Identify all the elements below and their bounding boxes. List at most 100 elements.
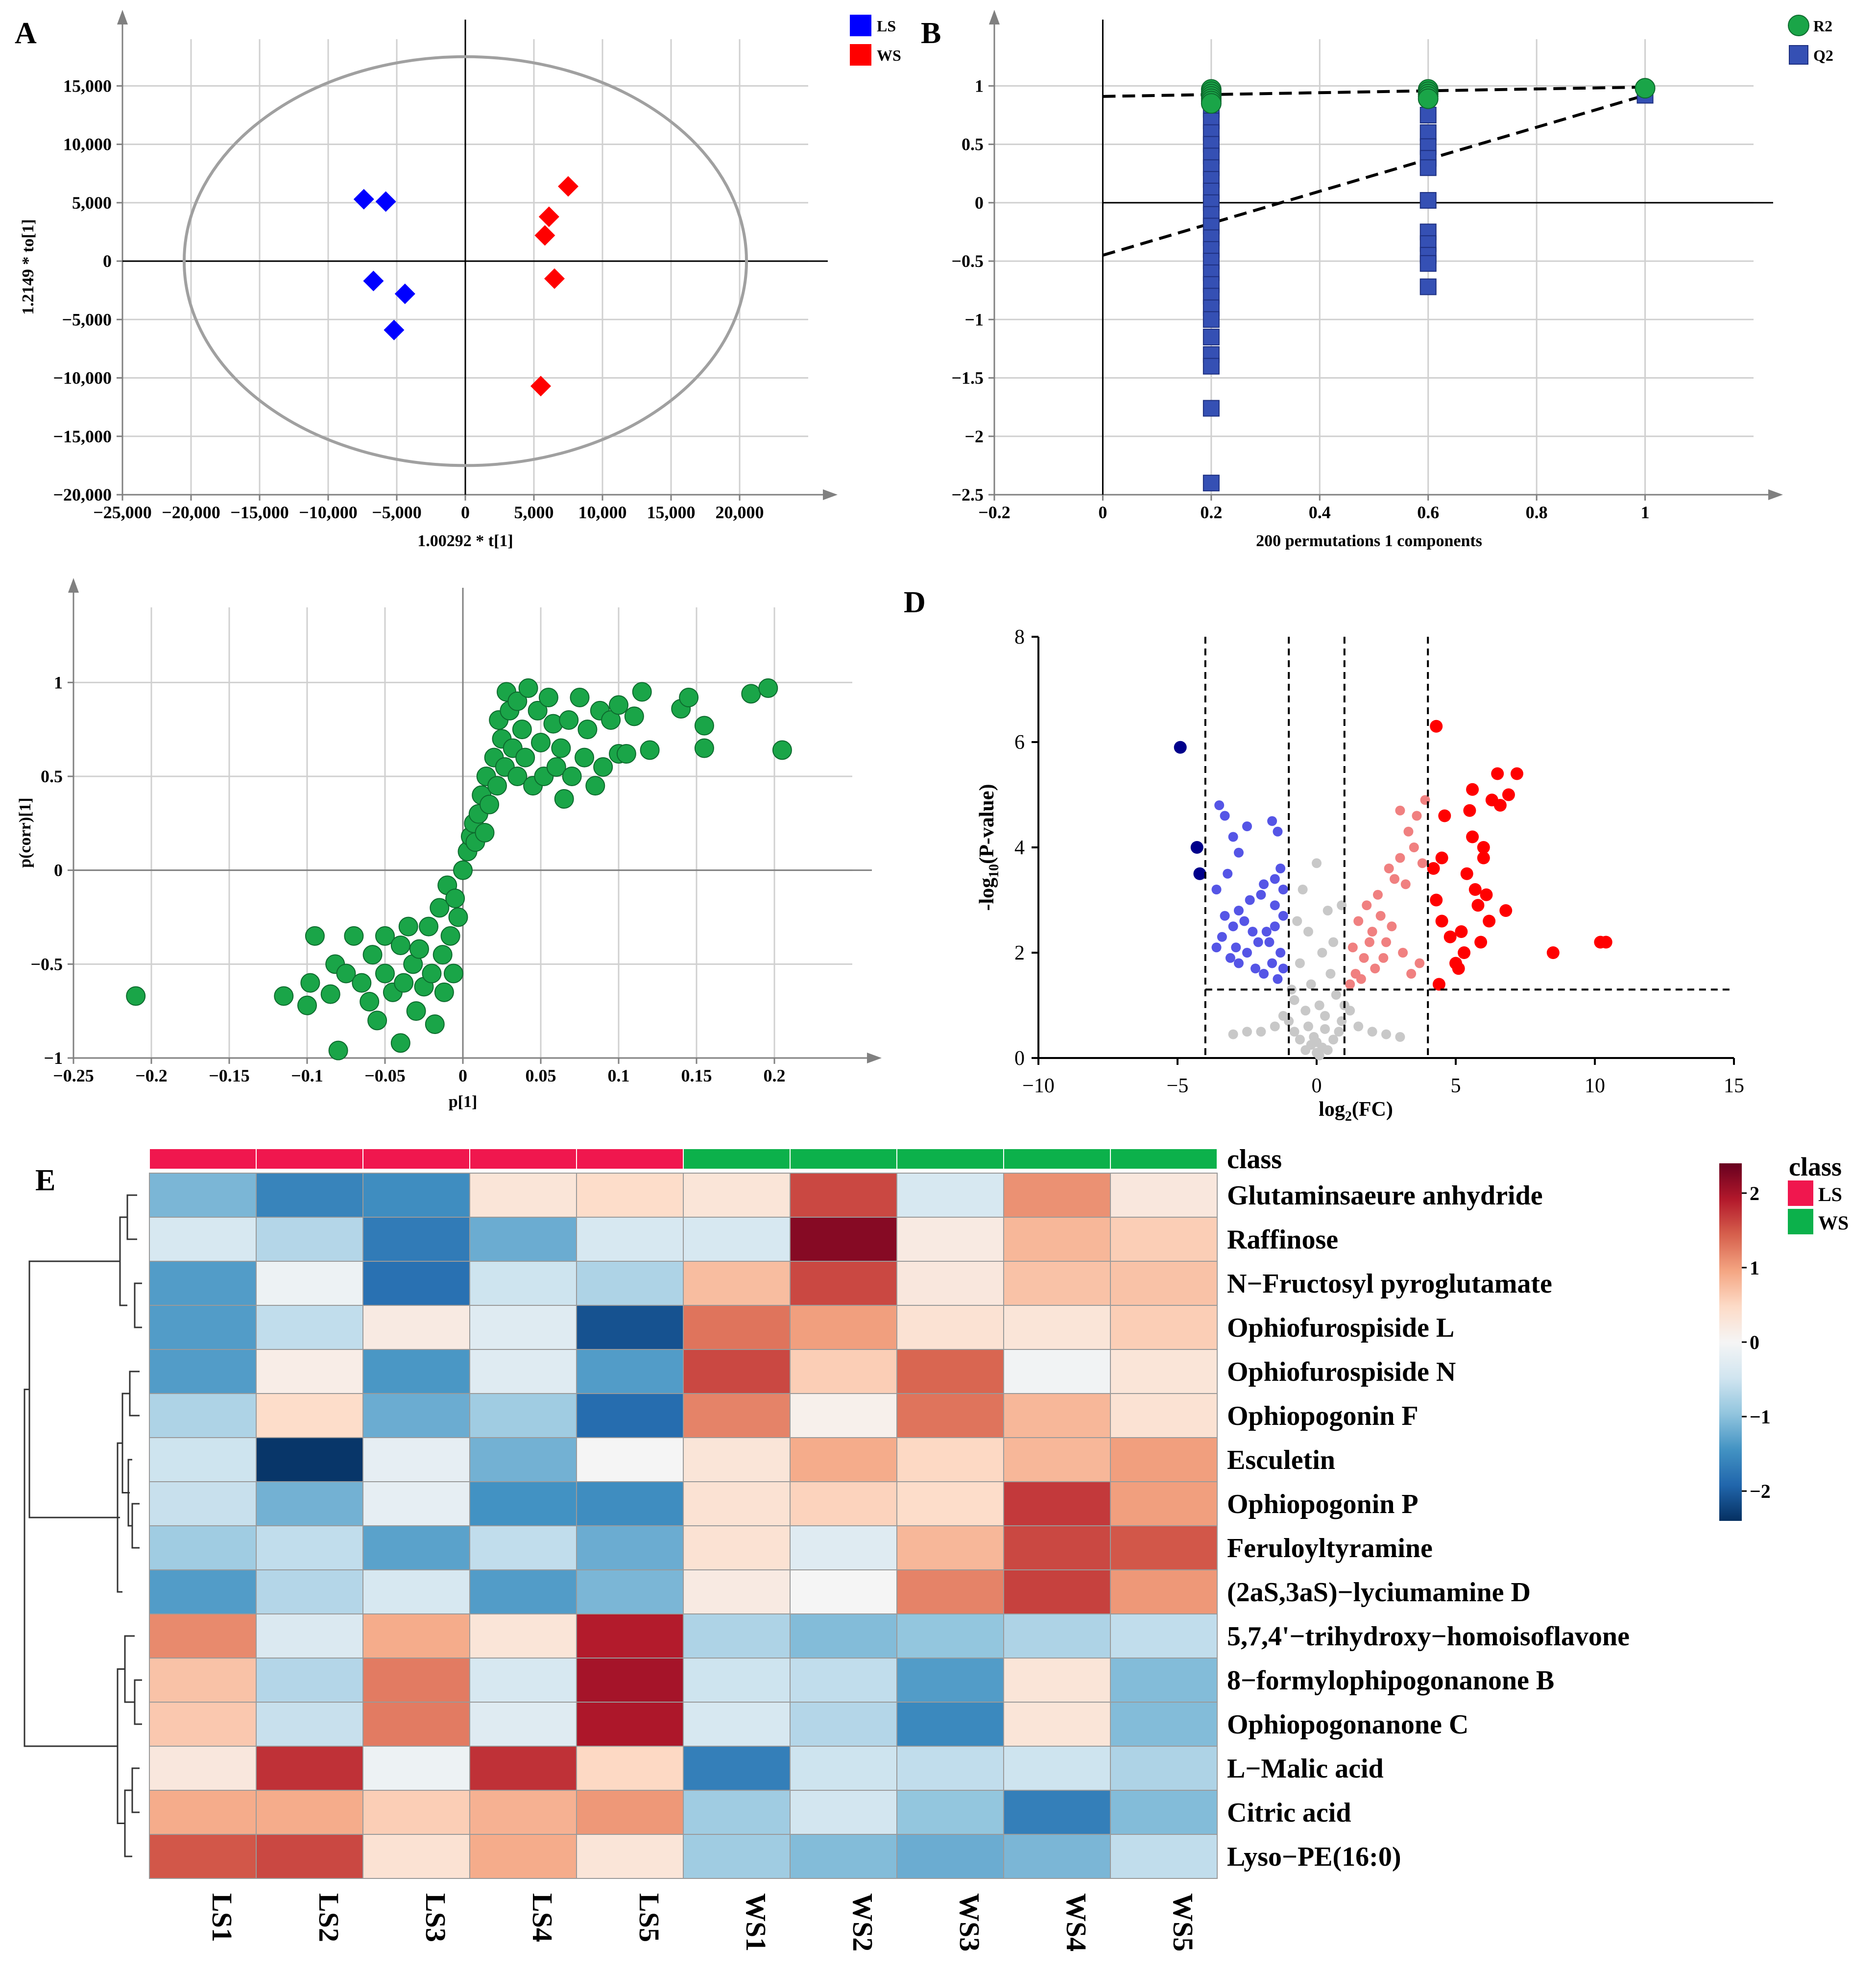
column-label: WS4 <box>1060 1893 1092 1951</box>
dendrogram-branch <box>134 1282 142 1328</box>
x-tick-label: 0.6 <box>1417 503 1439 522</box>
x-tick-label: 5 <box>1451 1075 1461 1097</box>
heatmap-cell <box>790 1217 897 1262</box>
s-plot: −0.25 −0.2 −0.15 −0.1 −0.05 0 0.05 0.1 0.15 0.2 −1… <box>16 578 882 1111</box>
heatmap-cell <box>362 1437 470 1482</box>
x-tick-label: −10 <box>1022 1075 1055 1097</box>
row-label: Ophiopogonanone C <box>1227 1709 1468 1740</box>
y-tick-label: −10,000 <box>53 368 112 388</box>
x-axis-label: 1.00292 * t[1] <box>417 532 513 550</box>
y-tick-label: 1 <box>975 76 984 96</box>
point-feature <box>453 860 473 880</box>
heatmap-cell <box>1110 1481 1218 1526</box>
point-down <box>1264 937 1275 947</box>
point-ls <box>353 189 374 210</box>
point-down <box>1248 927 1258 937</box>
point-ws <box>534 225 555 246</box>
point-up <box>1403 826 1414 837</box>
heatmap-cell <box>1110 1305 1218 1350</box>
point-feature <box>487 776 507 796</box>
scale-tick-label: 0 <box>1750 1331 1759 1353</box>
point-feature <box>758 678 778 698</box>
x-tick-label: 5,000 <box>514 503 554 522</box>
heatmap-cell <box>683 1702 791 1747</box>
point-feature <box>406 1001 426 1021</box>
point-up <box>1375 911 1386 921</box>
point-down <box>1231 942 1241 953</box>
heatmap-cell <box>683 1349 791 1394</box>
regression-line-q2 <box>1102 94 1646 257</box>
point-down <box>1275 948 1286 958</box>
point-strong-up <box>1458 946 1471 959</box>
y-tick-label: 4 <box>1014 837 1025 859</box>
heatmap-cell <box>362 1746 470 1791</box>
heatmap-cell <box>1003 1569 1111 1614</box>
heatmap-cell <box>149 1349 257 1394</box>
heatmap-cell <box>576 1481 684 1526</box>
x-tick-label: −0.2 <box>135 1066 168 1085</box>
heatmap-cell <box>790 1790 897 1835</box>
point-feature <box>336 963 356 984</box>
point-feature <box>616 744 636 764</box>
x-tick-label: 0 <box>461 503 470 522</box>
heatmap-cell <box>896 1481 1004 1526</box>
x-tick-label: 15,000 <box>647 503 696 522</box>
point-feature <box>559 710 579 730</box>
heatmap-cell <box>790 1481 897 1526</box>
y-tick-label: −5,000 <box>62 310 112 329</box>
x-tick-label: 0 <box>1098 503 1107 522</box>
heatmap-cell <box>469 1305 577 1350</box>
point-feature <box>425 1014 445 1034</box>
class-annotation-cell <box>1003 1148 1111 1170</box>
point-r2 <box>1635 78 1656 99</box>
heatmap-cell <box>896 1437 1004 1482</box>
heatmap-cell <box>896 1261 1004 1306</box>
heatmap-cell <box>1003 1658 1111 1703</box>
heatmap-cell <box>790 1702 897 1747</box>
heatmap-cell <box>149 1834 257 1879</box>
y-axis-label: p(corr)[1] <box>16 797 34 867</box>
point-q2 <box>1419 124 1437 141</box>
heatmap-cell <box>1110 1613 1218 1659</box>
point-ws <box>544 268 565 289</box>
y-tick-label: −1 <box>964 310 984 329</box>
heatmap-cell <box>469 1437 577 1482</box>
point-feature <box>344 926 364 946</box>
x-axis-label: p[1] <box>449 1093 478 1111</box>
heatmap-cell <box>790 1393 897 1438</box>
point-feature <box>694 716 714 736</box>
heatmap-cell <box>469 1569 577 1614</box>
heatmap-cell <box>149 1702 257 1747</box>
heatmap-cell <box>469 1261 577 1306</box>
heatmap-cell <box>362 1393 470 1438</box>
heatmap-cell <box>1003 1525 1111 1570</box>
y-tick-label: −15,000 <box>53 427 112 446</box>
heatmap-cell <box>896 1217 1004 1262</box>
point-strong-up <box>1430 893 1443 907</box>
point-down <box>1275 864 1286 873</box>
heatmap-cell <box>1003 1481 1111 1526</box>
point-feature <box>375 926 395 946</box>
heatmap-cell <box>256 1569 363 1614</box>
class-legend-label-ws: WS <box>1818 1212 1849 1234</box>
point-ns <box>1317 948 1327 958</box>
heatmap-cell <box>469 1790 577 1835</box>
point-strong-up <box>1468 883 1482 896</box>
y-tick-label: −2 <box>964 427 984 446</box>
heatmap-cell <box>576 1525 684 1570</box>
point-strong-up <box>1493 799 1507 812</box>
point-feature <box>126 986 146 1006</box>
point-ns <box>1278 1011 1288 1021</box>
point-ns <box>1314 1050 1324 1060</box>
legend-swatch-ws <box>850 44 871 66</box>
scale-tick-label: −2 <box>1750 1480 1771 1502</box>
heatmap-cell <box>576 1569 684 1614</box>
point-feature <box>422 963 442 984</box>
point-feature <box>632 682 652 702</box>
point-down <box>1267 958 1277 968</box>
point-feature <box>362 945 383 965</box>
heatmap-cell <box>896 1305 1004 1350</box>
y-tick-label: 8 <box>1014 626 1025 649</box>
class-annotation-label: class <box>1227 1144 1282 1175</box>
y-tick-label: −1 <box>44 1048 63 1068</box>
